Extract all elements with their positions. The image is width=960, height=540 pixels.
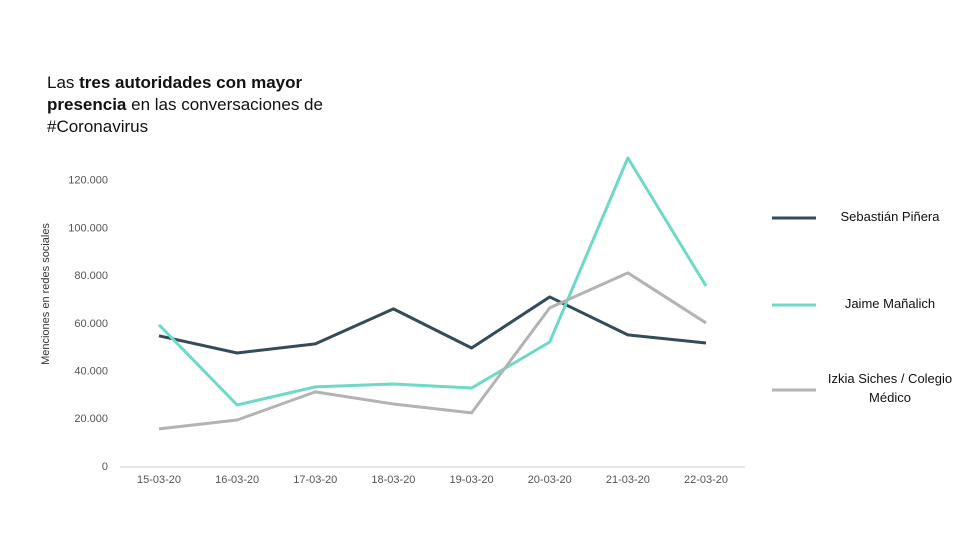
y-tick-label: 40.000 [74,365,108,377]
title-part: Las [47,73,80,92]
x-tick-label: 22-03-20 [684,474,728,486]
x-tick-label: 17-03-20 [293,474,337,486]
legend-label: Sebastián Piñera [840,208,940,224]
y-tick-label: 20.000 [74,413,108,425]
y-axis-label: Menciones en redes sociales [40,223,52,365]
x-tick-label: 19-03-20 [450,474,494,486]
chart-title: Las tres autoridades con mayor presencia… [47,72,347,138]
legend-label: Izkia Siches / Colegio Médico [827,371,960,405]
y-tick-label: 120.000 [68,175,108,187]
y-tick-label: 100.000 [68,222,108,234]
x-tick-label: 15-03-20 [137,474,181,486]
series-line [158,271,707,431]
y-tick-label: 60.000 [74,318,108,330]
series-line [157,156,708,407]
x-tick-label: 21-03-20 [606,474,650,486]
legend-label: Jaime Mañalich [844,295,936,311]
series-line [158,295,707,355]
title-part: en las conversaciones de #Coronavirus [47,95,323,136]
x-tick-label: 16-03-20 [215,474,259,486]
x-tick-label: 20-03-20 [528,474,572,486]
x-tick-label: 18-03-20 [371,474,415,486]
y-tick-label: 0 [102,461,108,473]
y-tick-label: 80.000 [74,270,108,282]
title-part: tres autoridades con mayor presencia [47,73,303,114]
